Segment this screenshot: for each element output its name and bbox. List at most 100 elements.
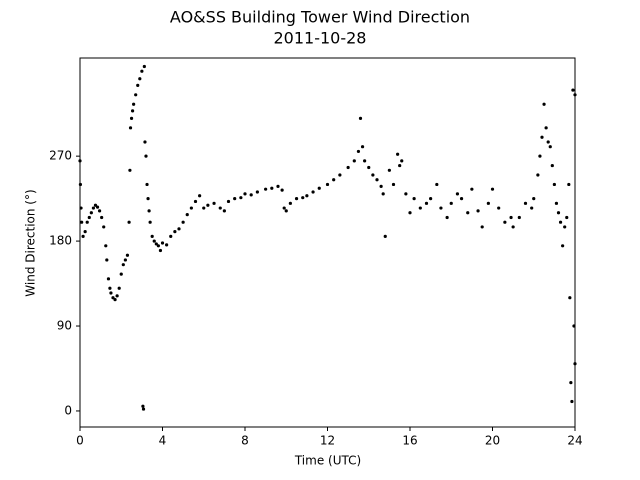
point bbox=[563, 225, 567, 229]
point bbox=[173, 230, 177, 234]
point bbox=[317, 186, 321, 190]
point bbox=[87, 215, 91, 220]
point bbox=[276, 184, 280, 188]
point bbox=[100, 215, 104, 220]
point bbox=[127, 220, 131, 224]
point bbox=[97, 209, 102, 213]
point bbox=[400, 159, 404, 163]
x-tick-label: 12 bbox=[320, 434, 335, 448]
point bbox=[198, 194, 202, 198]
point bbox=[561, 244, 565, 248]
point bbox=[141, 407, 146, 411]
point bbox=[117, 286, 121, 290]
point bbox=[387, 168, 391, 172]
point bbox=[226, 199, 231, 204]
point bbox=[509, 215, 513, 220]
point bbox=[108, 286, 112, 290]
point bbox=[435, 182, 439, 187]
point bbox=[294, 197, 299, 201]
point bbox=[445, 215, 449, 220]
point bbox=[570, 399, 574, 404]
point bbox=[129, 116, 134, 120]
point bbox=[536, 173, 540, 177]
point bbox=[165, 243, 169, 247]
point bbox=[538, 154, 542, 158]
point bbox=[123, 258, 127, 262]
point bbox=[371, 173, 375, 177]
point bbox=[338, 173, 342, 177]
point bbox=[89, 211, 93, 215]
point bbox=[111, 296, 115, 300]
point bbox=[142, 64, 146, 69]
point bbox=[383, 234, 387, 238]
point bbox=[181, 220, 185, 224]
point bbox=[569, 381, 573, 385]
point bbox=[141, 404, 145, 408]
y-axis-label: Wind Direction (°) bbox=[24, 189, 38, 296]
point bbox=[280, 188, 284, 192]
point bbox=[568, 296, 572, 300]
x-tick-label: 16 bbox=[402, 434, 417, 448]
point bbox=[550, 163, 554, 168]
point bbox=[375, 178, 379, 182]
point bbox=[78, 182, 83, 187]
point bbox=[486, 201, 490, 205]
point bbox=[264, 187, 268, 191]
x-tick-label: 4 bbox=[159, 434, 167, 448]
point bbox=[189, 206, 193, 210]
point bbox=[517, 215, 521, 220]
point bbox=[459, 197, 464, 201]
point bbox=[567, 182, 571, 187]
point bbox=[79, 206, 83, 210]
point bbox=[150, 234, 154, 238]
point bbox=[360, 145, 365, 149]
point bbox=[144, 154, 148, 158]
point bbox=[78, 159, 82, 163]
point bbox=[558, 220, 563, 224]
point bbox=[325, 182, 330, 187]
point bbox=[130, 109, 135, 113]
point bbox=[556, 211, 561, 215]
point bbox=[202, 206, 206, 210]
point bbox=[243, 192, 247, 196]
point bbox=[352, 159, 356, 163]
point bbox=[288, 201, 292, 205]
point bbox=[572, 324, 576, 328]
point bbox=[332, 178, 336, 182]
point bbox=[311, 190, 315, 194]
point bbox=[511, 225, 515, 229]
point bbox=[305, 194, 309, 198]
point bbox=[169, 234, 173, 238]
chart-title: AO&SS Building Tower Wind Direction bbox=[170, 8, 470, 27]
point bbox=[565, 215, 569, 220]
point bbox=[249, 193, 253, 197]
point bbox=[177, 227, 181, 231]
point bbox=[490, 187, 495, 191]
point bbox=[146, 197, 150, 201]
point bbox=[156, 244, 160, 248]
point bbox=[346, 165, 350, 170]
point bbox=[412, 197, 416, 201]
point bbox=[358, 116, 363, 120]
point bbox=[470, 187, 474, 191]
point bbox=[544, 126, 548, 130]
point bbox=[143, 140, 147, 144]
point bbox=[113, 297, 117, 302]
point bbox=[121, 263, 125, 267]
point bbox=[404, 192, 408, 196]
point bbox=[109, 291, 113, 295]
point bbox=[134, 93, 138, 97]
point bbox=[282, 206, 286, 210]
point bbox=[80, 220, 84, 224]
point bbox=[476, 209, 480, 213]
point bbox=[573, 93, 577, 97]
point bbox=[530, 206, 534, 210]
point bbox=[356, 149, 361, 154]
point bbox=[128, 168, 132, 172]
x-tick-label: 8 bbox=[241, 434, 249, 448]
point bbox=[212, 201, 216, 205]
x-tick-label: 0 bbox=[76, 434, 84, 448]
point bbox=[480, 225, 484, 229]
y-tick-label: 270 bbox=[49, 149, 72, 163]
point bbox=[128, 126, 133, 130]
